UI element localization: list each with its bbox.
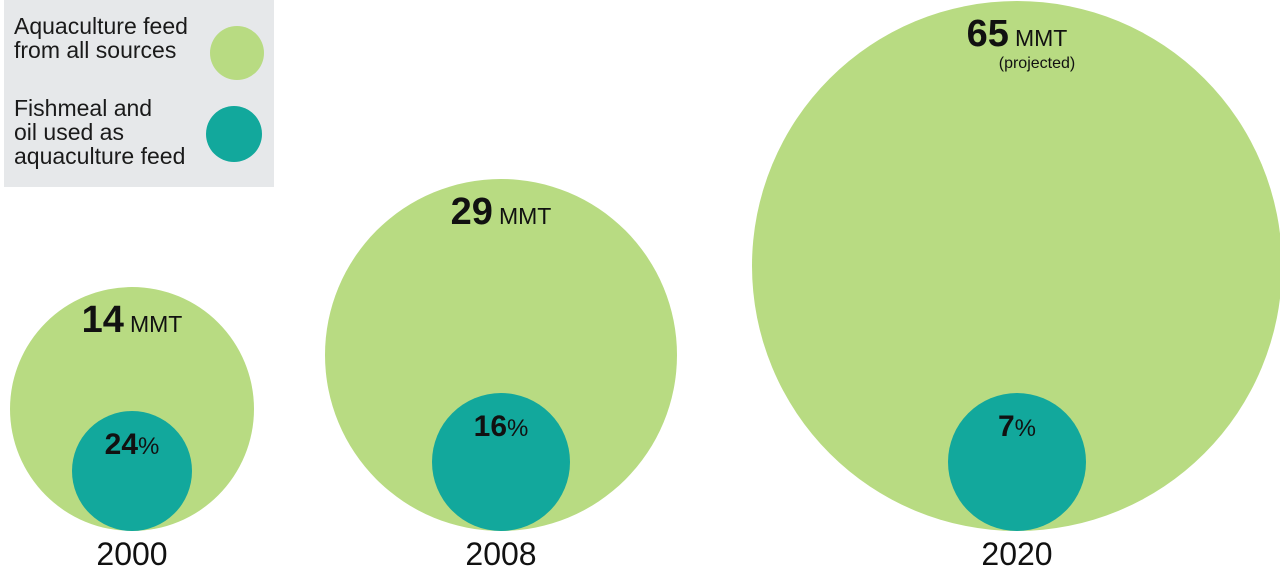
legend-label-fishmeal: Fishmeal and oil used as aquaculture fee… bbox=[14, 95, 186, 169]
total-feed-bubble-2020 bbox=[752, 1, 1280, 531]
year-label-2008: 2008 bbox=[465, 536, 536, 567]
year-label-2000: 2000 bbox=[96, 536, 167, 567]
fishmeal-bubble-2008 bbox=[432, 393, 570, 531]
fishmeal-label-2020: 7% bbox=[998, 410, 1036, 443]
legend-label-total-feed: Aquaculture feed from all sources bbox=[14, 13, 188, 63]
legend-item-fishmeal: Fishmeal and oil used as aquaculture fee… bbox=[14, 96, 264, 168]
fishmeal-bubble-2020 bbox=[948, 393, 1086, 531]
total-feed-label-2008: 29 MMT bbox=[451, 191, 552, 233]
total-feed-bubble-2008 bbox=[325, 179, 677, 531]
fishmeal-label-2000: 24% bbox=[105, 428, 160, 461]
fishmeal-label-2008: 16% bbox=[474, 410, 529, 443]
legend-swatch-total-feed bbox=[210, 26, 264, 80]
legend: Aquaculture feed from all sources Fishme… bbox=[4, 0, 274, 187]
total-feed-bubble-2000 bbox=[10, 287, 254, 531]
total-feed-label-2020: 65 MMT bbox=[967, 13, 1068, 55]
projected-note-2020: (projected) bbox=[999, 55, 1075, 72]
year-label-2020: 2020 bbox=[981, 536, 1052, 567]
fishmeal-bubble-2000 bbox=[72, 411, 192, 531]
total-feed-label-2000: 14 MMT bbox=[82, 299, 183, 341]
legend-item-total-feed: Aquaculture feed from all sources bbox=[14, 13, 264, 80]
legend-swatch-fishmeal bbox=[206, 106, 262, 162]
